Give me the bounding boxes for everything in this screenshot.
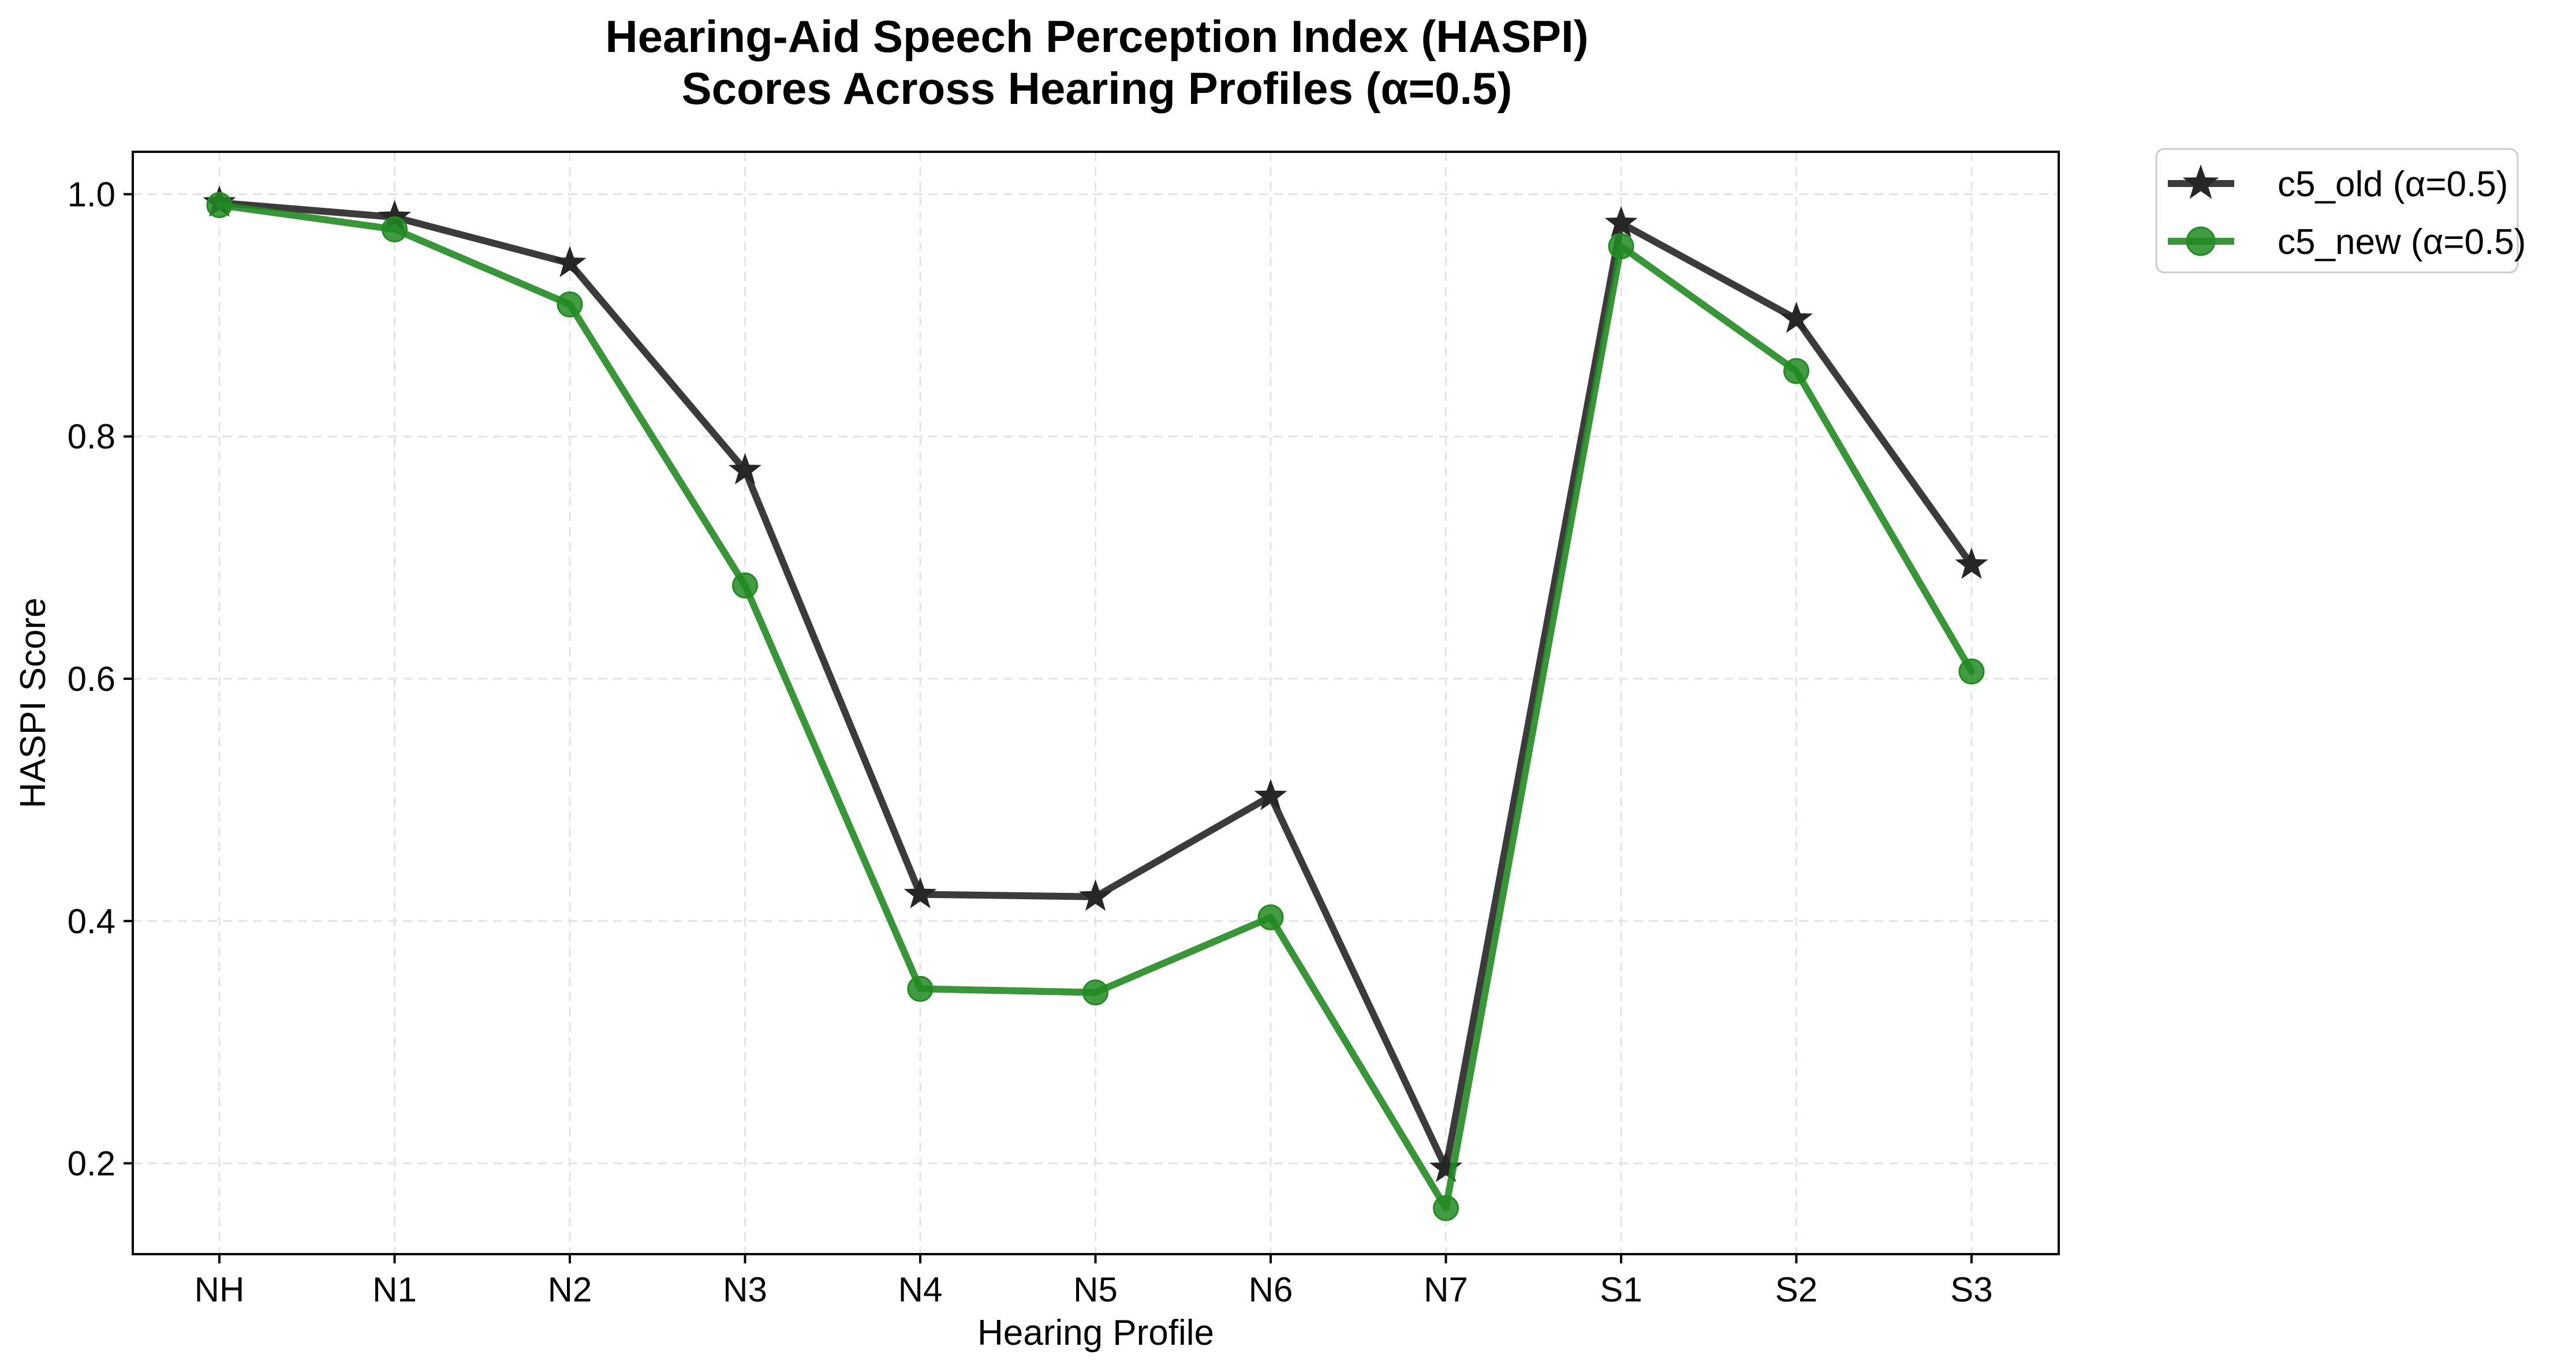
chart-title-line-1: Hearing-Aid Speech Perception Index (HAS… <box>605 11 1588 62</box>
x-tick-label: N5 <box>1073 1270 1118 1309</box>
data-point <box>904 877 937 908</box>
data-point <box>732 572 758 599</box>
y-tick-label: 0.2 <box>68 1144 115 1183</box>
data-point <box>1078 879 1112 911</box>
data-point <box>1254 779 1287 810</box>
legend-entry: c5_old (α=0.5) <box>2168 164 2508 204</box>
data-point <box>557 291 583 317</box>
data-point <box>1608 233 1634 260</box>
data-point <box>1433 1195 1459 1221</box>
y-tick-label: 0.4 <box>68 902 115 941</box>
legend-entry: c5_new (α=0.5) <box>2168 222 2526 262</box>
y-axis: 0.2 0.4 0.6 0.8 1.0 <box>68 175 133 1183</box>
x-axis-label: Hearing Profile <box>977 1313 1214 1353</box>
data-point <box>728 453 762 485</box>
y-tick-label: 0.6 <box>68 660 115 698</box>
chart-title-line-2: Scores Across Hearing Profiles (α=0.5) <box>682 63 1513 114</box>
data-point <box>553 246 587 278</box>
x-tick-label: S1 <box>1600 1270 1642 1309</box>
grid-lines <box>133 152 2059 1254</box>
legend-marker <box>2182 164 2219 199</box>
x-tick-label: NH <box>195 1270 245 1309</box>
chart-title: Hearing-Aid Speech Perception Index (HAS… <box>605 11 1588 114</box>
data-point <box>907 975 934 1002</box>
data-point <box>1604 205 1638 238</box>
data-point <box>1082 979 1108 1006</box>
x-tick-label: N6 <box>1249 1270 1293 1309</box>
y-tick-label: 0.8 <box>68 417 115 456</box>
series-layer <box>203 185 1988 1221</box>
legend-label: c5_old (α=0.5) <box>2278 164 2508 204</box>
data-point <box>1783 358 1809 384</box>
data-point <box>1779 301 1813 333</box>
data-point <box>206 192 233 218</box>
y-tick-label: 1.0 <box>68 175 115 214</box>
data-point <box>1958 658 1985 684</box>
data-point <box>382 216 408 242</box>
x-tick-label: N3 <box>723 1270 767 1309</box>
legend: c5_old (α=0.5) c5_new (α=0.5) <box>2155 148 2526 274</box>
x-axis: NH N1 N2 N3 N4 N5 N6 N7 S1 S2 S3 <box>195 1254 1993 1309</box>
x-tick-label: N1 <box>372 1270 417 1309</box>
data-point <box>1257 904 1284 931</box>
x-tick-label: N7 <box>1424 1270 1468 1309</box>
legend-label: c5_new (α=0.5) <box>2278 222 2526 262</box>
legend-box <box>2155 148 2519 274</box>
x-tick-label: S2 <box>1775 1270 1817 1309</box>
x-tick-label: N2 <box>548 1270 592 1309</box>
data-point <box>1955 547 1988 579</box>
legend-marker <box>2186 226 2216 256</box>
y-axis-label: HASPI Score <box>13 597 53 808</box>
x-tick-label: S3 <box>1950 1270 1992 1309</box>
series-c5-new <box>206 192 1985 1221</box>
x-tick-label: N4 <box>898 1270 943 1309</box>
